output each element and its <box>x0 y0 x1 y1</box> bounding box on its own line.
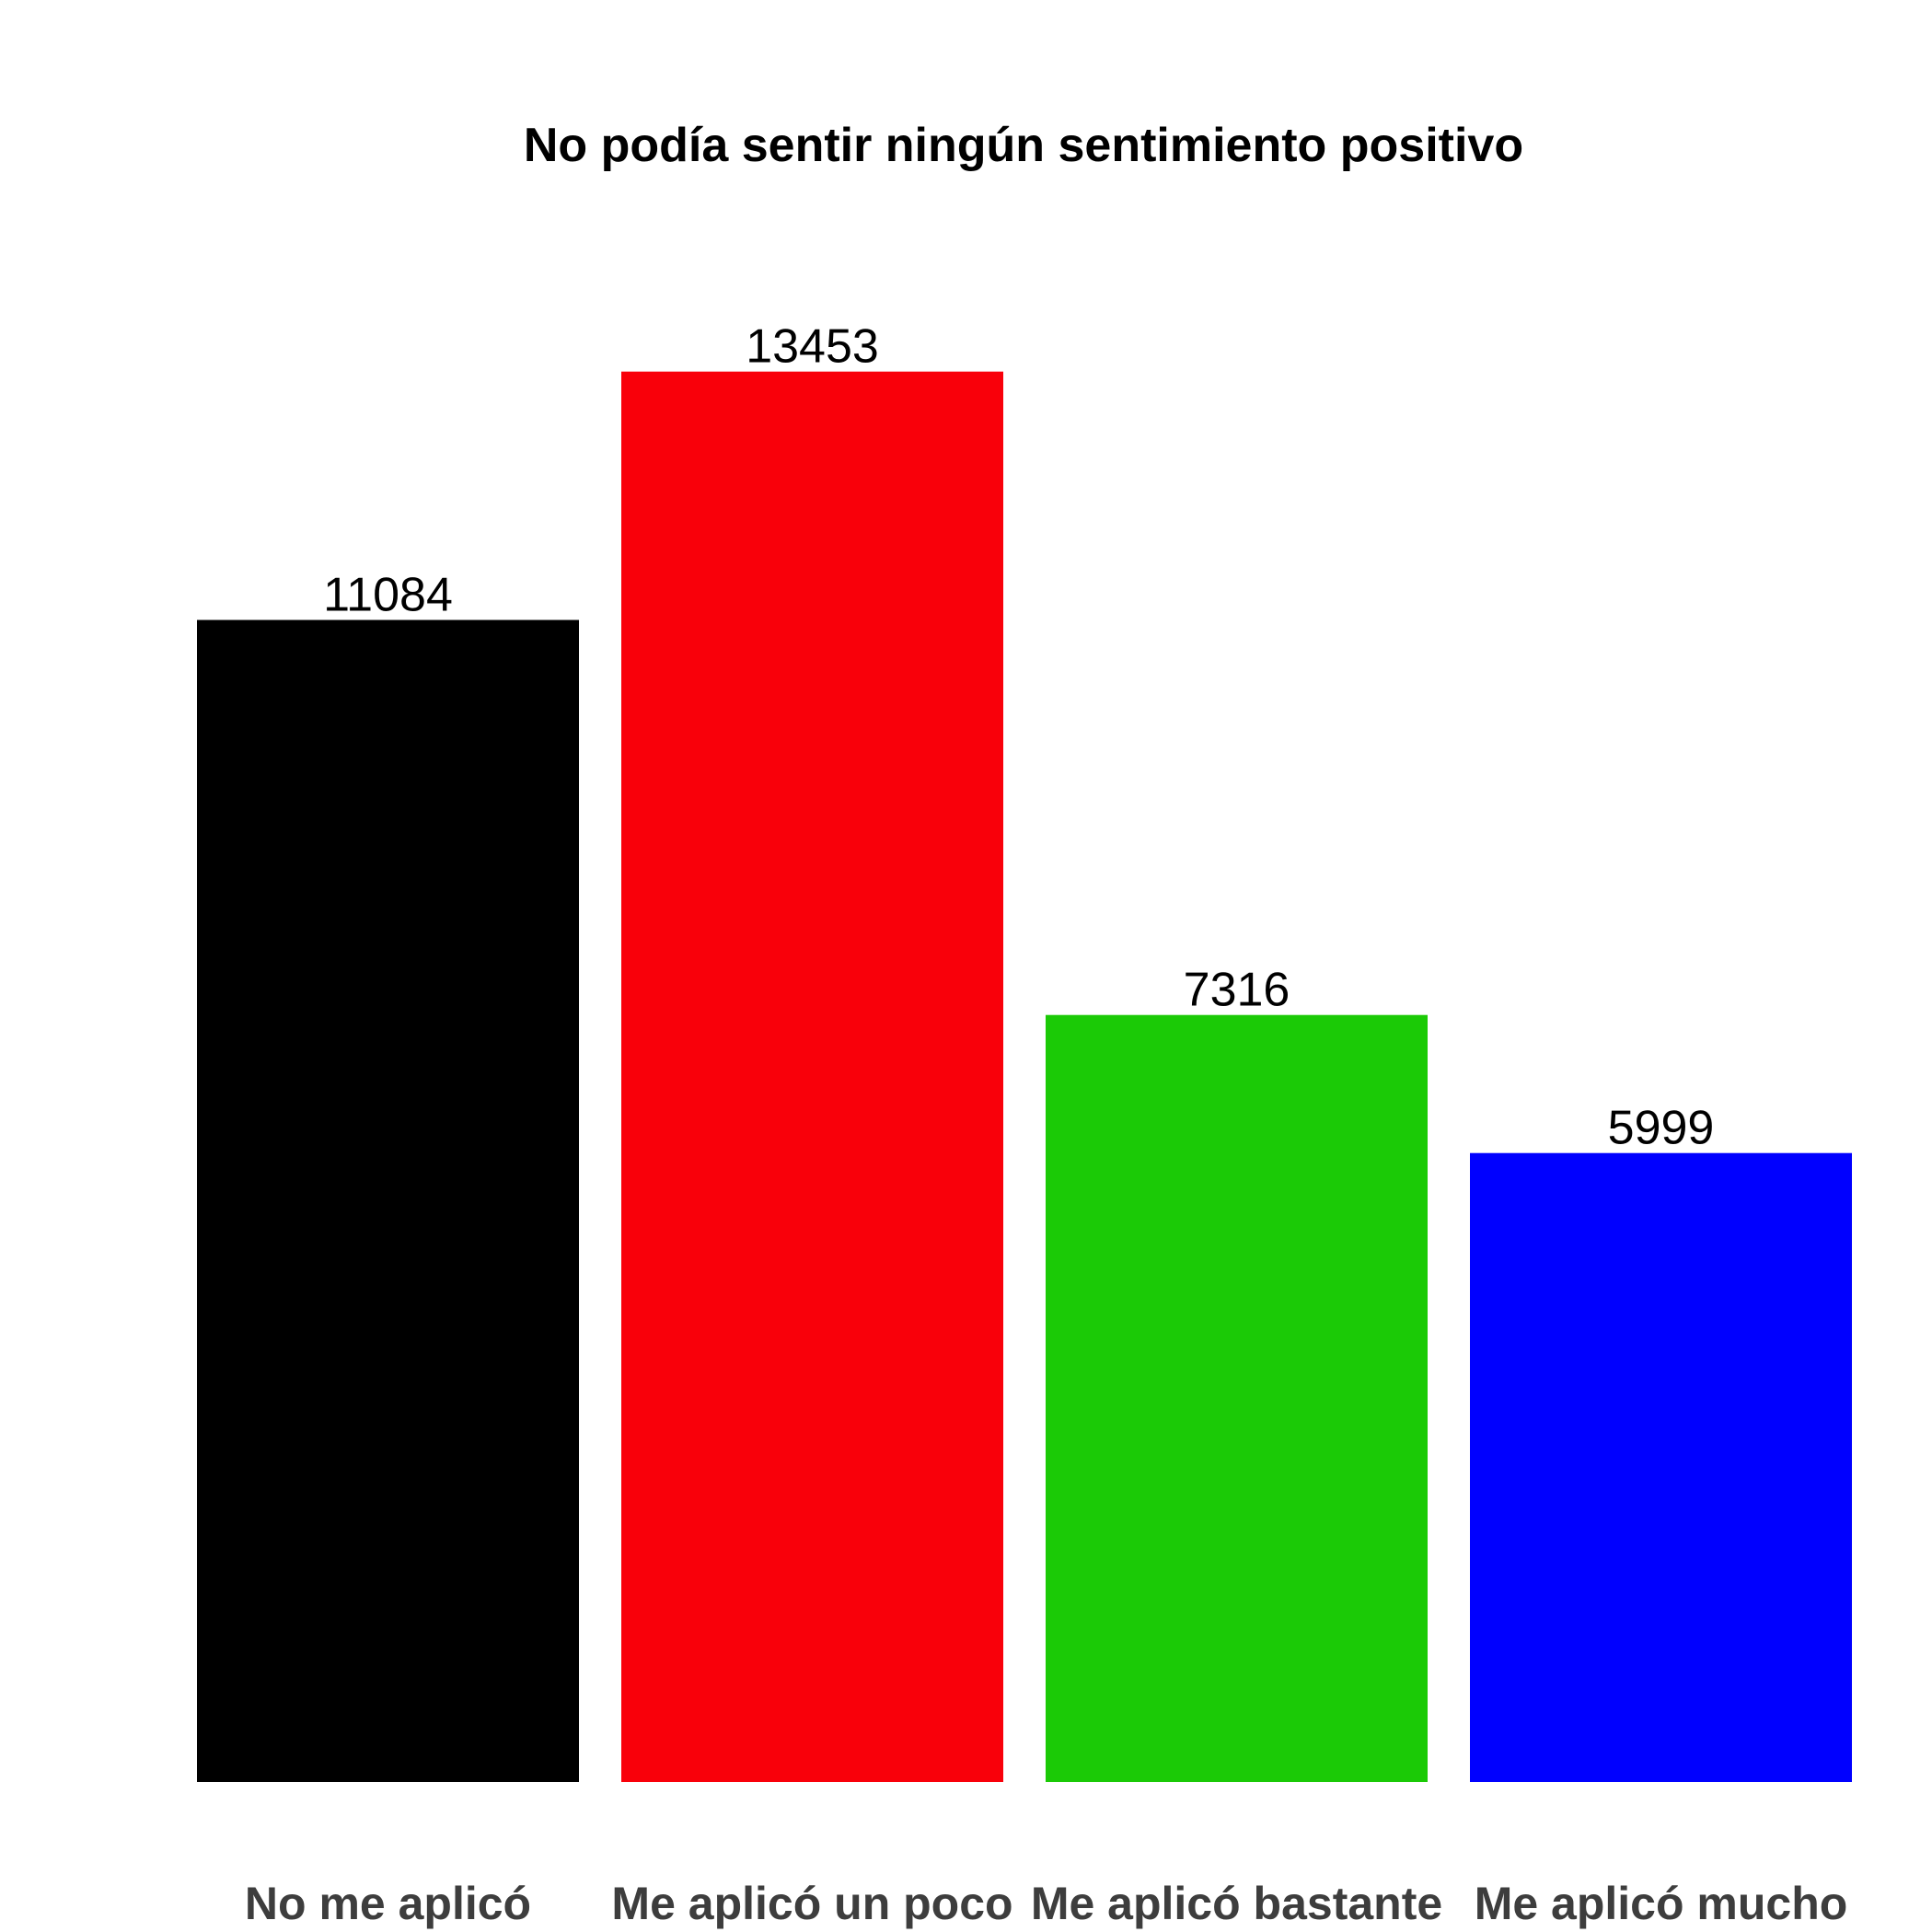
bar-4 <box>1470 1152 1852 1782</box>
bars-group <box>197 371 1852 1782</box>
value-labels-group: 11084 13453 7316 5999 <box>323 320 1714 1155</box>
x-tick-label: Me aplicó mucho <box>1475 1878 1848 1929</box>
bar-value-label: 11084 <box>323 569 453 622</box>
x-tick-labels-group: No me aplicó Me aplicó un poco Me aplicó b… <box>245 1878 1847 1929</box>
x-tick-label: No me aplicó <box>245 1878 531 1929</box>
bar-value-label: 13453 <box>746 320 879 374</box>
chart-title: No podía sentir ningún sentimiento posit… <box>524 119 1523 172</box>
x-tick-label: Me aplicó un poco <box>611 1878 1012 1929</box>
x-tick-label: Me aplicó bastante <box>1031 1878 1442 1929</box>
bar-value-label: 7316 <box>1184 964 1290 1017</box>
bar-2 <box>621 371 1003 1782</box>
bar-1 <box>197 619 579 1782</box>
bar-3 <box>1046 1014 1428 1782</box>
bar-value-label: 5999 <box>1608 1102 1715 1155</box>
